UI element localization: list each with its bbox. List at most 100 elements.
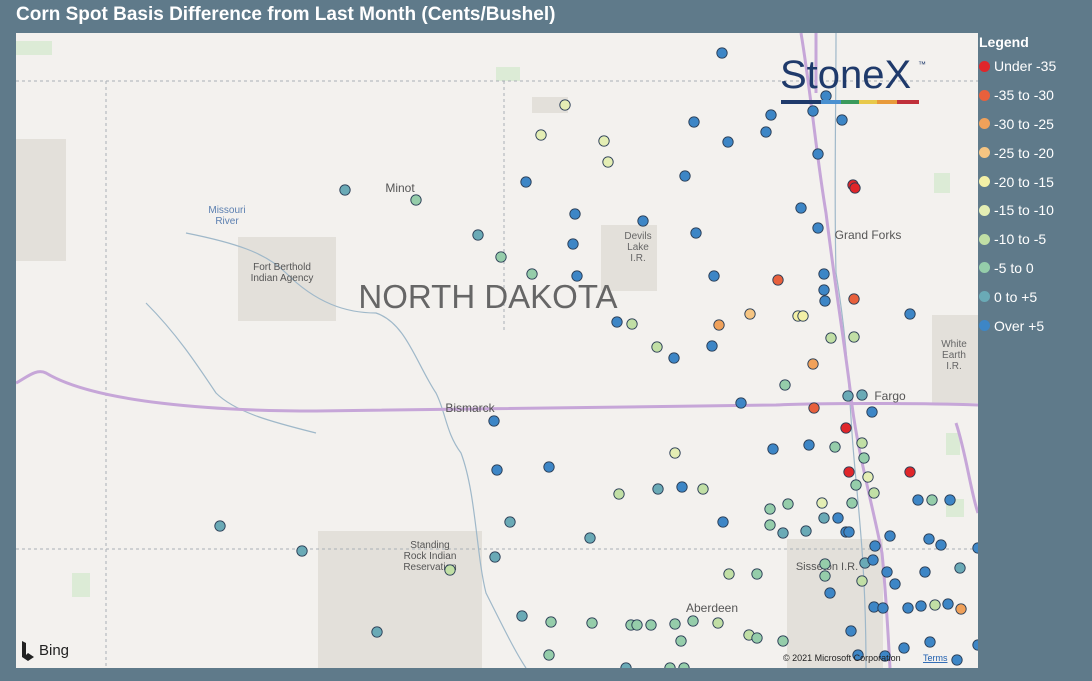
location-dot[interactable] (717, 516, 729, 528)
location-dot[interactable] (567, 238, 579, 250)
location-dot[interactable] (884, 530, 896, 542)
location-dot[interactable] (818, 284, 830, 296)
location-dot[interactable] (735, 397, 747, 409)
location-dot[interactable] (846, 497, 858, 509)
location-dot[interactable] (856, 437, 868, 449)
location-dot[interactable] (856, 575, 868, 587)
location-dot[interactable] (339, 184, 351, 196)
location-dot[interactable] (488, 415, 500, 427)
location-dot[interactable] (856, 389, 868, 401)
location-dot[interactable] (690, 227, 702, 239)
location-dot[interactable] (795, 202, 807, 214)
location-dot[interactable] (545, 616, 557, 628)
location-dot[interactable] (767, 443, 779, 455)
location-dot[interactable] (866, 406, 878, 418)
location-dot[interactable] (706, 340, 718, 352)
location-dot[interactable] (543, 649, 555, 661)
location-dot[interactable] (444, 564, 456, 576)
location-dot[interactable] (942, 598, 954, 610)
location-dot[interactable] (852, 649, 864, 661)
location-dot[interactable] (371, 626, 383, 638)
location-dot[interactable] (744, 308, 756, 320)
location-dot[interactable] (676, 481, 688, 493)
location-dot[interactable] (543, 461, 555, 473)
location-dot[interactable] (850, 479, 862, 491)
location-dot[interactable] (535, 129, 547, 141)
location-dot[interactable] (765, 109, 777, 121)
location-dot[interactable] (877, 602, 889, 614)
map[interactable]: Minot Missouri River Fort Berthold Indian Ag… (16, 33, 978, 668)
location-dot[interactable] (598, 135, 610, 147)
location-dot[interactable] (904, 466, 916, 478)
location-dot[interactable] (869, 540, 881, 552)
location-dot[interactable] (669, 618, 681, 630)
location-dot[interactable] (777, 527, 789, 539)
location-dot[interactable] (848, 293, 860, 305)
location-dot[interactable] (868, 487, 880, 499)
location-dot[interactable] (845, 625, 857, 637)
location-dot[interactable] (779, 379, 791, 391)
terms-link[interactable]: Terms (923, 653, 948, 663)
location-dot[interactable] (668, 352, 680, 364)
location-dot[interactable] (902, 602, 914, 614)
location-dot[interactable] (723, 568, 735, 580)
location-dot[interactable] (586, 617, 598, 629)
location-dot[interactable] (848, 331, 860, 343)
location-dot[interactable] (951, 654, 963, 666)
location-dot[interactable] (816, 497, 828, 509)
location-dot[interactable] (652, 483, 664, 495)
location-dot[interactable] (764, 503, 776, 515)
location-dot[interactable] (812, 148, 824, 160)
location-dot[interactable] (516, 610, 528, 622)
location-dot[interactable] (716, 47, 728, 59)
location-dot[interactable] (559, 99, 571, 111)
location-dot[interactable] (214, 520, 226, 532)
location-dot[interactable] (840, 422, 852, 434)
location-dot[interactable] (751, 568, 763, 580)
location-dot[interactable] (836, 114, 848, 126)
location-dot[interactable] (495, 251, 507, 263)
location-dot[interactable] (935, 539, 947, 551)
location-dot[interactable] (808, 402, 820, 414)
location-dot[interactable] (819, 570, 831, 582)
location-dot[interactable] (825, 332, 837, 344)
location-dot[interactable] (824, 587, 836, 599)
location-dot[interactable] (722, 136, 734, 148)
location-dot[interactable] (819, 295, 831, 307)
location-dot[interactable] (898, 642, 910, 654)
location-dot[interactable] (675, 635, 687, 647)
location-dot[interactable] (849, 182, 861, 194)
location-dot[interactable] (697, 483, 709, 495)
location-dot[interactable] (829, 441, 841, 453)
location-dot[interactable] (797, 310, 809, 322)
location-dot[interactable] (526, 268, 538, 280)
location-dot[interactable] (760, 126, 772, 138)
location-dot[interactable] (611, 316, 623, 328)
location-dot[interactable] (912, 494, 924, 506)
location-dot[interactable] (807, 358, 819, 370)
location-dot[interactable] (819, 558, 831, 570)
location-dot[interactable] (881, 566, 893, 578)
location-dot[interactable] (944, 494, 956, 506)
location-dot[interactable] (842, 390, 854, 402)
location-dot[interactable] (679, 170, 691, 182)
location-dot[interactable] (929, 599, 941, 611)
location-dot[interactable] (955, 603, 967, 615)
location-dot[interactable] (954, 562, 966, 574)
location-dot[interactable] (645, 619, 657, 631)
location-dot[interactable] (867, 554, 879, 566)
location-dot[interactable] (631, 619, 643, 631)
location-dot[interactable] (504, 516, 516, 528)
location-dot[interactable] (651, 341, 663, 353)
location-dot[interactable] (764, 519, 776, 531)
location-dot[interactable] (708, 270, 720, 282)
location-dot[interactable] (818, 512, 830, 524)
location-dot[interactable] (803, 439, 815, 451)
location-dot[interactable] (889, 578, 901, 590)
location-dot[interactable] (584, 532, 596, 544)
location-dot[interactable] (926, 494, 938, 506)
location-dot[interactable] (613, 488, 625, 500)
location-dot[interactable] (858, 452, 870, 464)
location-dot[interactable] (812, 222, 824, 234)
location-dot[interactable] (772, 274, 784, 286)
